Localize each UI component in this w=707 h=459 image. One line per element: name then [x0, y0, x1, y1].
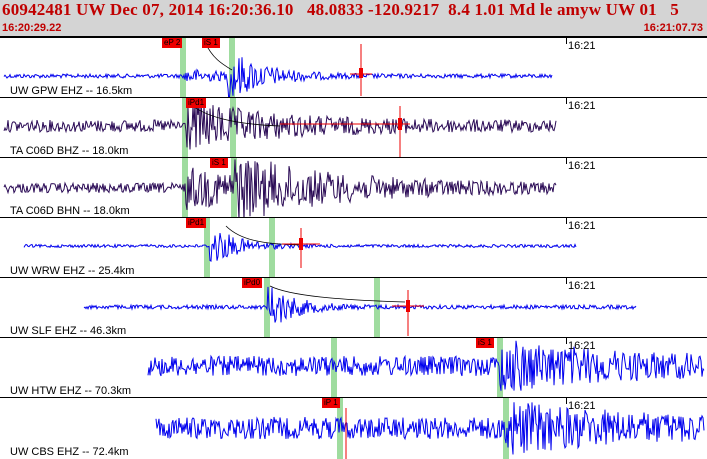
- window-end-time: 16:21:07.73: [643, 22, 703, 34]
- trace-label: TA C06D BHZ -- 18.0km: [10, 145, 129, 157]
- trace-panel[interactable]: iPd0 16:21 UW SLF EHZ -- 46.3km: [0, 277, 707, 338]
- waveform[interactable]: [0, 338, 707, 398]
- time-tick: [566, 398, 567, 404]
- time-mark: 16:21: [568, 340, 596, 352]
- waveform[interactable]: [0, 38, 707, 98]
- time-mark: 16:21: [568, 220, 596, 232]
- time-tick: [566, 38, 567, 44]
- waveform[interactable]: [0, 398, 707, 459]
- trace-panel[interactable]: iPd1 16:21 UW WRW EHZ -- 25.4km: [0, 217, 707, 278]
- trace-label: UW SLF EHZ -- 46.3km: [10, 325, 127, 337]
- waveform[interactable]: [0, 158, 707, 218]
- event-title: 60942481 UW Dec 07, 2014 16:20:36.10 48.…: [2, 0, 679, 19]
- time-tick: [566, 338, 567, 344]
- time-tick: [566, 218, 567, 224]
- phase-pick[interactable]: iPd1: [186, 98, 207, 108]
- event-header: 60942481 UW Dec 07, 2014 16:20:36.10 48.…: [0, 0, 707, 37]
- phase-pick[interactable]: iPd0: [242, 278, 263, 288]
- time-mark: 16:21: [568, 280, 596, 292]
- waveform[interactable]: [0, 218, 707, 278]
- phase-pick[interactable]: iS 1: [210, 158, 228, 168]
- trace-panel[interactable]: iP 1 16:21 UW CBS EHZ -- 72.4km: [0, 397, 707, 459]
- window-start-time: 16:20:29.22: [2, 22, 62, 34]
- phase-pick[interactable]: iPd1: [186, 218, 207, 228]
- time-mark: 16:21: [568, 160, 596, 172]
- trace-label: TA C06D BHN -- 18.0km: [10, 205, 130, 217]
- trace-label: UW CBS EHZ -- 72.4km: [10, 446, 129, 458]
- waveform[interactable]: [0, 98, 707, 158]
- waveform[interactable]: [0, 278, 707, 338]
- phase-pick[interactable]: iS 1: [476, 338, 494, 348]
- time-tick: [566, 158, 567, 164]
- phase-pick[interactable]: eP 2: [162, 38, 183, 48]
- time-mark: 16:21: [568, 40, 596, 52]
- time-tick: [566, 98, 567, 104]
- time-mark: 16:21: [568, 400, 596, 412]
- trace-label: UW HTW EHZ -- 70.3km: [10, 385, 131, 397]
- trace-label: UW WRW EHZ -- 25.4km: [10, 265, 135, 277]
- trace-panel[interactable]: iPd1 16:21 TA C06D BHZ -- 18.0km: [0, 97, 707, 158]
- phase-pick[interactable]: iP 1: [322, 398, 340, 408]
- time-tick: [566, 278, 567, 284]
- trace-panel[interactable]: eP 2 iS 1 16:21 UW GPW EHZ -- 16.5km: [0, 37, 707, 98]
- phase-pick[interactable]: iS 1: [202, 38, 220, 48]
- trace-panel[interactable]: iS 1 16:21 TA C06D BHN -- 18.0km: [0, 157, 707, 218]
- trace-panel[interactable]: iS 1 16:21 UW HTW EHZ -- 70.3km: [0, 337, 707, 398]
- trace-label: UW GPW EHZ -- 16.5km: [10, 85, 133, 97]
- time-mark: 16:21: [568, 100, 596, 112]
